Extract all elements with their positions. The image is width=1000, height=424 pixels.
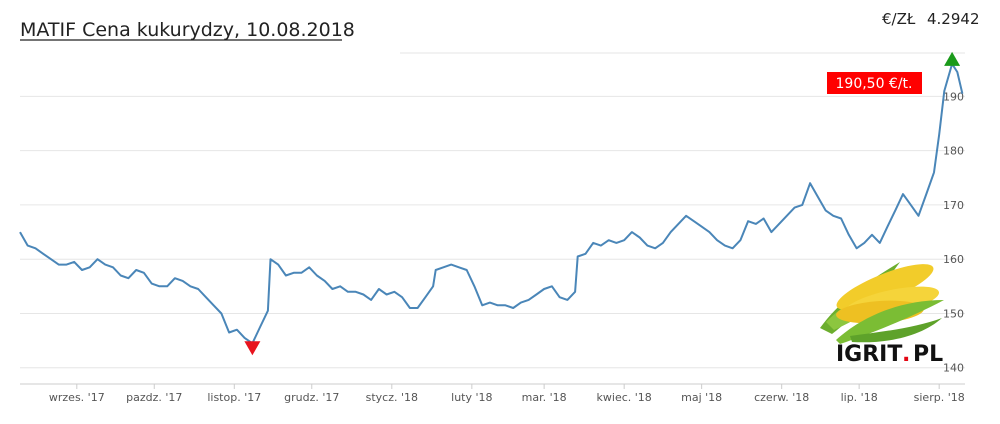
x-tick-label: kwiec. '18: [597, 391, 652, 404]
min-marker-triangle: [244, 341, 261, 356]
x-tick-label: pazdz. '17: [126, 391, 182, 404]
x-tick-label: sierp. '18: [914, 391, 965, 404]
price-series-line: [19, 62, 964, 345]
fx-value: 4.2942: [927, 10, 980, 28]
series-layer: [19, 62, 964, 345]
x-tick-label: mar. '18: [522, 391, 567, 404]
max-marker-triangle: [944, 51, 961, 66]
y-axis: 140 150 160 170 180 190: [943, 90, 964, 374]
svg-text:PL: PL: [913, 342, 943, 367]
y-tick-label: 140: [943, 362, 964, 375]
grid: [20, 52, 965, 369]
x-tick-label: czerw. '18: [754, 391, 809, 404]
svg-text:IGRIT: IGRIT: [836, 342, 902, 367]
corn-illustration: [820, 262, 944, 344]
x-axis: wrzes. '17 pazdz. '17 listop. '17 grudz. '1…: [20, 383, 965, 404]
x-tick-label: luty '18: [451, 391, 492, 404]
x-tick-label: grudz. '17: [284, 391, 339, 404]
y-tick-label: 170: [943, 199, 964, 212]
y-tick-label: 150: [943, 307, 964, 320]
y-tick-label: 180: [943, 145, 964, 158]
x-tick-label: lip. '18: [841, 391, 878, 404]
svg-text:.: .: [902, 342, 910, 367]
fx-label: €/ZŁ: [882, 10, 916, 28]
x-tick-label: wrzes. '17: [49, 391, 105, 404]
y-tick-label: 160: [943, 253, 964, 266]
y-tick-label: 190: [943, 90, 964, 103]
igrit-logo: IGRIT . PL: [836, 342, 943, 367]
x-tick-label: listop. '17: [207, 391, 261, 404]
price-badge: [827, 72, 922, 94]
price-badge-label: 190,50 €/t.: [836, 76, 913, 92]
marker-layer: [244, 51, 961, 356]
chart-title: MATIF Cena kukurydzy, 10.08.2018: [20, 19, 355, 41]
x-tick-label: stycz. '18: [366, 391, 418, 404]
x-tick-label: maj '18: [681, 391, 722, 404]
